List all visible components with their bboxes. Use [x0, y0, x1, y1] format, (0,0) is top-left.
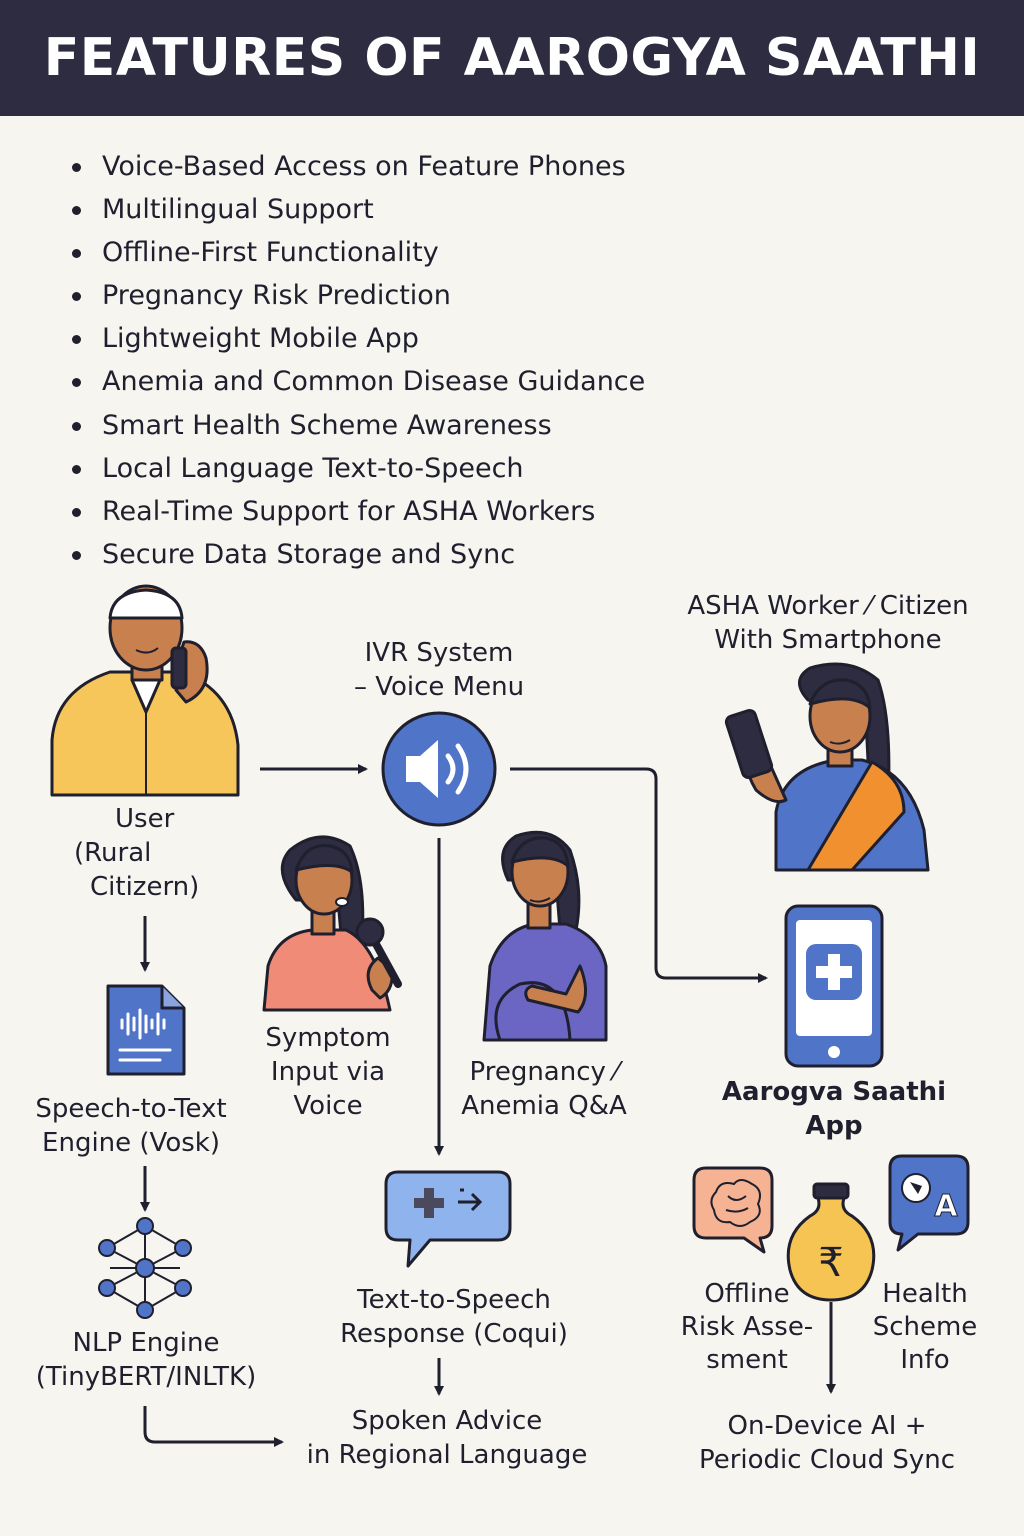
symptom-label: Symptom Input via Voice: [248, 1021, 408, 1123]
asha-worker-icon: [724, 662, 930, 872]
ivr-label-line: – Voice Menu: [353, 672, 525, 702]
stt-label-line: Speech-to-Text: [35, 1094, 227, 1124]
feature-item: Anemia and Common Disease Guidance: [72, 360, 645, 403]
feature-item: Pregnancy Risk Prediction: [72, 274, 645, 317]
asha-label: ASHA Worker ⁄ Citizen With Smartphone: [650, 589, 1006, 657]
ivr-label: IVR System – Voice Menu: [334, 636, 544, 704]
risk-label-line: Risk Asse-: [680, 1312, 814, 1342]
user-label: User (Rural Citizern): [60, 802, 240, 904]
asha-label-line: ASHA Worker ⁄ Citizen: [687, 591, 969, 621]
arrow-ivr-to-app: [510, 767, 768, 983]
symptom-label-line: Input via: [270, 1057, 386, 1087]
feature-item: Real-Time Support for ASHA Workers: [72, 490, 645, 533]
features-list: Voice-Based Access on Feature Phones Mul…: [72, 145, 645, 576]
translate-chat-icon: A: [888, 1154, 970, 1252]
header-bar: FEATURES OF AAROGYA SAATHI: [0, 0, 1024, 116]
app-label-line: App: [805, 1111, 863, 1141]
feature-item: Secure Data Storage and Sync: [72, 533, 645, 576]
app-label-line: Aarogva Saathi: [721, 1077, 947, 1107]
brain-chat-icon: [692, 1166, 774, 1254]
ondevice-label: On-Device AI + Periodic Cloud Sync: [676, 1409, 978, 1477]
speaker-icon: [381, 711, 497, 827]
tts-label-line: Response (Coqui): [340, 1319, 568, 1349]
scheme-label-line: Scheme: [872, 1312, 978, 1342]
spoken-label-line: in Regional Language: [306, 1440, 588, 1470]
smartphone-medical-icon: [784, 904, 884, 1068]
feature-item: Smart Health Scheme Awareness: [72, 404, 645, 447]
pregnancy-label-line: Pregnancy ⁄: [469, 1057, 619, 1087]
asha-label-line: With Smartphone: [714, 625, 942, 655]
neural-network-icon: [98, 1217, 192, 1319]
feature-item: Multilingual Support: [72, 188, 645, 231]
risk-label: Offline Risk Asse- sment: [670, 1278, 824, 1377]
feature-item: Offline-First Functionality: [72, 231, 645, 274]
stt-label-line: Engine (Vosk): [42, 1128, 220, 1158]
user-label-line: Citizern): [90, 872, 200, 902]
feature-item: Local Language Text-to-Speech: [72, 447, 645, 490]
nlp-label-line: (TinyBERT/INLTK): [35, 1362, 257, 1392]
nlp-label-line: NLP Engine: [72, 1328, 220, 1358]
medical-speech-bubble-icon: [384, 1170, 512, 1268]
audio-document-icon: [106, 984, 186, 1076]
user-label-line: (Rural: [74, 838, 152, 868]
ondevice-label-line: On-Device AI +: [727, 1411, 927, 1441]
ivr-label-line: IVR System: [364, 638, 514, 668]
feature-item: Voice-Based Access on Feature Phones: [72, 145, 645, 188]
nlp-label: NLP Engine (TinyBERT/INLTK): [18, 1326, 274, 1394]
tts-label: Text-to-Speech Response (Coqui): [318, 1283, 590, 1351]
app-label: Aarogva Saathi App: [706, 1075, 962, 1143]
svg-text:A: A: [934, 1189, 958, 1224]
rupee-money-bag-icon: ₹: [786, 1182, 876, 1302]
scheme-label-line: Health: [882, 1279, 968, 1309]
rural-user-phone-icon: [50, 584, 240, 797]
stt-label: Speech-to-Text Engine (Vosk): [10, 1092, 252, 1160]
symptom-label-line: Voice: [293, 1091, 363, 1121]
pregnancy-label: Pregnancy ⁄ Anemia Q&A: [446, 1055, 642, 1123]
risk-label-line: sment: [706, 1345, 788, 1375]
pregnancy-label-line: Anemia Q&A: [461, 1091, 627, 1121]
feature-item: Lightweight Mobile App: [72, 317, 645, 360]
risk-label-line: Offline: [704, 1279, 790, 1309]
symptom-label-line: Symptom: [265, 1023, 391, 1053]
spoken-label: Spoken Advice in Regional Language: [292, 1404, 602, 1472]
arrow-nlp-to-spoken: [143, 1406, 284, 1447]
tts-label-line: Text-to-Speech: [357, 1285, 551, 1315]
page-title: FEATURES OF AAROGYA SAATHI: [43, 28, 981, 88]
spoken-label-line: Spoken Advice: [351, 1406, 543, 1436]
scheme-label: Health Scheme Info: [862, 1278, 988, 1377]
ondevice-label-line: Periodic Cloud Sync: [698, 1445, 956, 1475]
svg-text:₹: ₹: [818, 1240, 843, 1286]
pregnant-woman-icon: [482, 830, 608, 1042]
woman-microphone-icon: [262, 835, 402, 1012]
user-label-line: User: [115, 804, 175, 834]
scheme-label-line: Info: [900, 1345, 950, 1375]
